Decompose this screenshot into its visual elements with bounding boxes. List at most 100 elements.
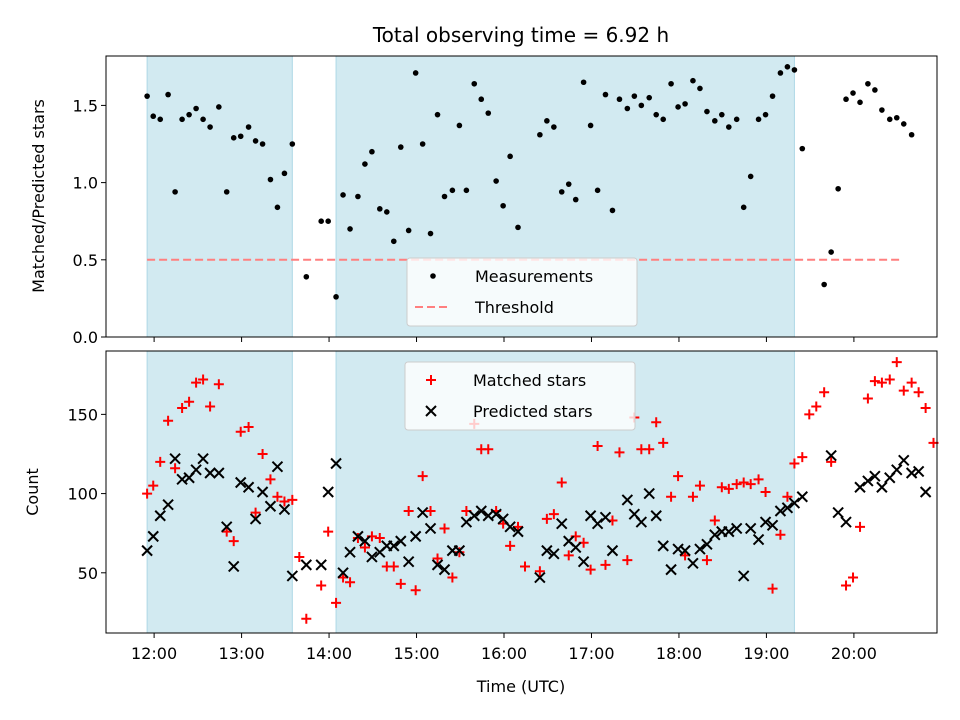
x-tick-label: 16:00 bbox=[481, 644, 527, 663]
predicted-star-marker bbox=[416, 506, 429, 519]
measurement-point bbox=[412, 70, 419, 76]
matched-star-marker bbox=[775, 529, 786, 540]
legend-label: Threshold bbox=[474, 298, 554, 317]
matched-star-marker bbox=[213, 379, 224, 390]
measurement-point bbox=[879, 107, 885, 113]
y-axis-label-ratio: Matched/Predicted stars bbox=[29, 99, 48, 293]
predicted-star-marker bbox=[759, 516, 772, 528]
matched-star-marker bbox=[534, 566, 545, 577]
measurement-point bbox=[441, 193, 448, 200]
matched-star-marker bbox=[563, 550, 574, 561]
legend-marker-predicted bbox=[425, 405, 437, 417]
predicted-star-marker bbox=[322, 486, 334, 498]
predicted-star-marker bbox=[701, 538, 713, 550]
measurement-point bbox=[609, 207, 616, 214]
y-axis-label-count: Count bbox=[23, 468, 42, 516]
measurement-point bbox=[594, 187, 601, 194]
predicted-star-marker bbox=[876, 481, 888, 493]
matched-star-marker bbox=[848, 572, 859, 583]
matched-star-marker bbox=[148, 480, 159, 491]
matched-star-marker bbox=[191, 377, 202, 388]
measurement-point bbox=[390, 238, 397, 245]
measurement-point bbox=[537, 131, 543, 138]
predicted-star-marker bbox=[424, 522, 437, 535]
plot-frame bbox=[105, 55, 938, 338]
matched-star-marker bbox=[687, 491, 698, 502]
predicted-star-marker bbox=[249, 513, 262, 525]
predicted-star-marker bbox=[300, 559, 313, 571]
measurement-point bbox=[865, 80, 871, 87]
measurement-point bbox=[405, 227, 412, 234]
predicted-star-marker bbox=[635, 516, 648, 528]
matched-star-marker bbox=[505, 540, 516, 551]
predicted-star-marker bbox=[468, 510, 480, 522]
predicted-star-marker bbox=[197, 453, 209, 465]
predicted-star-marker bbox=[169, 453, 181, 465]
measurement-point bbox=[726, 124, 732, 130]
legend: Measurements Threshold bbox=[406, 257, 638, 327]
measurement-point bbox=[500, 202, 506, 209]
predicted-star-marker bbox=[359, 535, 371, 547]
matched-star-marker bbox=[556, 477, 567, 488]
predicted-star-marker bbox=[366, 551, 378, 563]
measurement-point bbox=[733, 116, 740, 123]
predicted-star-marker bbox=[905, 467, 918, 479]
legend-box bbox=[404, 361, 636, 431]
predicted-star-marker bbox=[278, 503, 291, 516]
predicted-star-marker bbox=[337, 567, 349, 579]
measurement-point bbox=[799, 145, 806, 152]
legend-label: Matched stars bbox=[473, 371, 586, 390]
matched-star-marker bbox=[855, 521, 866, 532]
measurement-point bbox=[675, 104, 681, 110]
measurement-point bbox=[172, 189, 178, 195]
matched-star-marker bbox=[548, 509, 559, 520]
predicted-star-marker bbox=[869, 470, 881, 482]
matched-star-marker bbox=[155, 456, 166, 467]
predicted-star-marker bbox=[512, 525, 524, 538]
measurement-point bbox=[281, 170, 288, 177]
predicted-star-marker bbox=[475, 505, 487, 517]
matched-star-marker bbox=[513, 521, 524, 532]
matched-star-marker bbox=[811, 401, 822, 412]
measurement-point bbox=[223, 189, 230, 195]
measurement-point bbox=[769, 93, 776, 99]
measurement-point bbox=[362, 161, 368, 167]
measurement-point bbox=[274, 204, 281, 211]
measurement-point bbox=[144, 93, 150, 99]
measurement-point bbox=[690, 77, 696, 84]
predicted-star-marker bbox=[256, 486, 269, 498]
measurement-point bbox=[755, 116, 762, 123]
matched-star-marker bbox=[745, 479, 756, 490]
matched-star-marker bbox=[789, 458, 800, 469]
predicted-star-marker bbox=[862, 475, 874, 487]
predicted-star-marker bbox=[687, 557, 699, 569]
matched-star-marker bbox=[541, 513, 552, 524]
predicted-star-marker bbox=[548, 548, 560, 560]
measurement-point bbox=[207, 124, 213, 130]
predicted-star-marker bbox=[650, 510, 662, 522]
measurement-point bbox=[572, 196, 579, 203]
predicted-star-marker bbox=[235, 476, 247, 489]
y-tick-label: 1.0 bbox=[73, 174, 98, 193]
measurement-point bbox=[186, 111, 192, 118]
legend-label: Measurements bbox=[475, 267, 593, 286]
predicted-star-marker bbox=[912, 465, 925, 478]
matched-star-marker bbox=[862, 393, 873, 404]
matched-star-marker bbox=[395, 578, 406, 589]
measurement-point bbox=[369, 148, 375, 155]
predicted-star-marker bbox=[737, 570, 750, 582]
measurement-point bbox=[602, 91, 609, 98]
measurement-point bbox=[712, 118, 718, 124]
predicted-star-marker bbox=[591, 517, 604, 530]
predicted-star-marker bbox=[221, 521, 233, 533]
matched-star-marker bbox=[622, 555, 633, 566]
matched-star-marker bbox=[797, 452, 808, 463]
y-tick-label: 100 bbox=[67, 485, 98, 504]
predicted-star-marker bbox=[330, 457, 342, 470]
predicted-star-marker bbox=[242, 481, 255, 493]
measurement-point bbox=[230, 135, 237, 141]
measurement-point bbox=[886, 116, 893, 123]
predicted-star-marker bbox=[556, 517, 568, 530]
measurement-point bbox=[165, 91, 171, 98]
predicted-star-marker bbox=[388, 540, 400, 552]
